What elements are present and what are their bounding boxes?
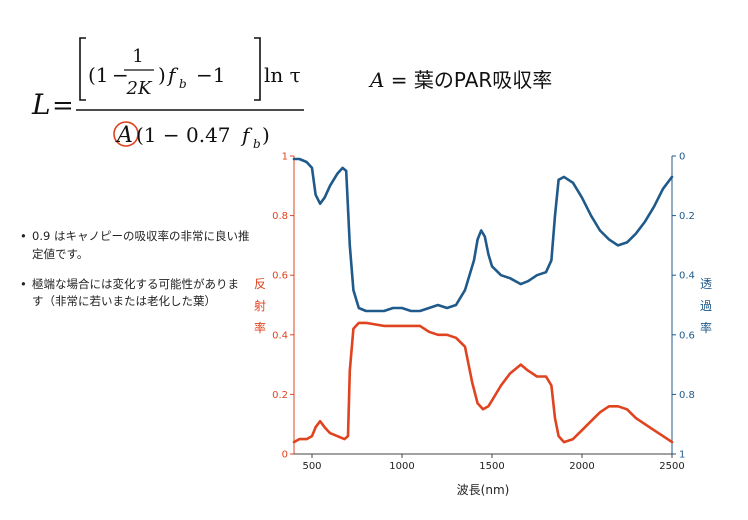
right-tick-label: 0.2 bbox=[679, 211, 695, 222]
definition: A = 葉のPAR吸収率 bbox=[370, 64, 552, 93]
formula-one-a: (1 bbox=[88, 63, 109, 87]
bullet-item: • 0.9 はキャノピーの吸収率の非常に良い推定値です。 bbox=[20, 228, 250, 264]
left-tick-label: 0.4 bbox=[272, 330, 288, 341]
fraction-denominator: 2K bbox=[126, 78, 153, 99]
left-tick-label: 0.6 bbox=[272, 271, 288, 282]
bullet-item: • 極端な場合には変化する可能性があります（非常に若いまたは老化した葉） bbox=[20, 276, 250, 312]
right-bracket bbox=[254, 37, 261, 101]
formula-sub-b: b bbox=[179, 77, 187, 91]
left-tick-label: 0.2 bbox=[272, 390, 288, 401]
y-axis-right-label: 透過率 bbox=[700, 277, 712, 335]
highlight-circle bbox=[113, 121, 139, 147]
bullet-text: 極端な場合には変化する可能性があります（非常に若いまたは老化した葉） bbox=[32, 276, 239, 309]
formula-minus-one: −1 bbox=[196, 63, 225, 87]
formula-den-sub-b: b bbox=[253, 137, 261, 151]
formula-den-close: ) bbox=[262, 123, 270, 147]
right-tick-label: 0.8 bbox=[679, 390, 695, 401]
formula-lhs: L bbox=[31, 88, 51, 121]
formula-close-paren: ) bbox=[158, 63, 166, 87]
formula-minus-a: − bbox=[112, 63, 129, 87]
formula-den-rest: (1 − 0.47 bbox=[136, 123, 231, 147]
bullet-icon: • bbox=[20, 229, 27, 243]
left-bracket bbox=[79, 37, 86, 101]
x-tick-label: 2500 bbox=[659, 461, 684, 472]
left-tick-label: 0 bbox=[282, 450, 288, 461]
formula-ln-tau: ln τ bbox=[264, 63, 301, 87]
bullet-text: 0.9 はキャノピーの吸収率の非常に良い推定値です。 bbox=[32, 229, 250, 261]
fraction-numerator: 1 bbox=[132, 46, 143, 67]
left-tick-label: 0.8 bbox=[272, 211, 288, 222]
formula-den-A: A bbox=[115, 123, 133, 148]
formula-den-f: f bbox=[240, 123, 253, 147]
definition-text: = 葉のPAR吸収率 bbox=[384, 68, 553, 92]
right-tick-label: 0.6 bbox=[679, 330, 695, 341]
formula: L = (1 − 1 2K ) f b −1 ln τ A (1 − 0.47 … bbox=[28, 30, 328, 160]
x-tick-label: 2000 bbox=[569, 461, 594, 472]
x-tick-label: 1500 bbox=[479, 461, 504, 472]
y-axis-left-label: 反射率 bbox=[254, 277, 266, 335]
right-tick-label: 1 bbox=[679, 450, 685, 461]
transmittance-line bbox=[292, 157, 674, 313]
right-tick-label: 0.4 bbox=[679, 271, 695, 282]
bullet-icon: • bbox=[20, 276, 27, 291]
x-axis-label: 波長(nm) bbox=[457, 483, 510, 497]
definition-var: A bbox=[370, 68, 385, 92]
x-tick-label: 1000 bbox=[389, 461, 414, 472]
x-tick-label: 500 bbox=[302, 461, 321, 472]
formula-equals: = bbox=[52, 91, 74, 121]
right-tick-label: 0 bbox=[679, 152, 685, 163]
formula-svg: L = (1 − 1 2K ) f b −1 ln τ A (1 − 0.47 … bbox=[31, 37, 304, 151]
bullet-list: • 0.9 はキャノピーの吸収率の非常に良い推定値です。 • 極端な場合には変化… bbox=[20, 228, 250, 323]
formula-f: f bbox=[166, 63, 179, 87]
reflectance-line bbox=[292, 321, 674, 444]
left-tick-label: 1 bbox=[282, 152, 288, 163]
